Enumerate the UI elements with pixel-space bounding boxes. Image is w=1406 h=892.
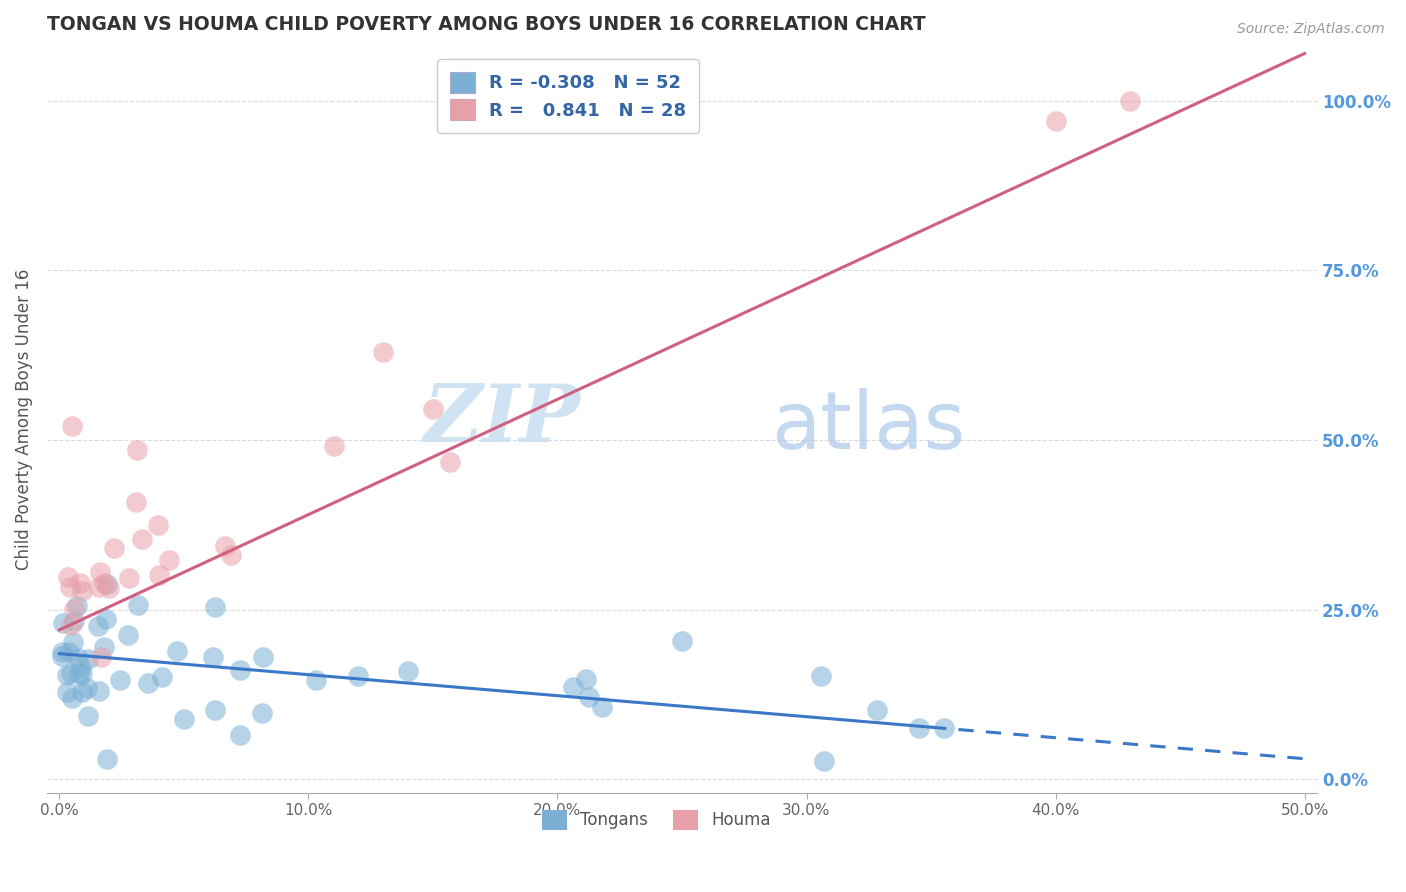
Point <box>591 700 613 714</box>
Point <box>69 575 91 590</box>
Point <box>173 712 195 726</box>
Point <box>52 615 75 630</box>
Point <box>146 518 169 533</box>
Point <box>89 566 111 580</box>
Point <box>77 709 100 723</box>
Point <box>59 581 82 595</box>
Point <box>422 401 444 416</box>
Point <box>305 673 328 687</box>
Point <box>67 650 90 665</box>
Point <box>96 612 118 626</box>
Point <box>866 703 889 717</box>
Point <box>157 553 180 567</box>
Point <box>252 650 274 665</box>
Point <box>76 681 98 696</box>
Point <box>63 602 86 616</box>
Point <box>439 455 461 469</box>
Text: Source: ZipAtlas.com: Source: ZipAtlas.com <box>1237 22 1385 37</box>
Point <box>87 580 110 594</box>
Point <box>76 652 98 666</box>
Point <box>561 680 583 694</box>
Point <box>166 644 188 658</box>
Point <box>70 659 93 673</box>
Text: TONGAN VS HOUMA CHILD POVERTY AMONG BOYS UNDER 16 CORRELATION CHART: TONGAN VS HOUMA CHILD POVERTY AMONG BOYS… <box>46 15 925 34</box>
Point <box>148 568 170 582</box>
Point <box>347 668 370 682</box>
Point <box>219 548 242 562</box>
Point <box>93 640 115 654</box>
Point <box>396 664 419 678</box>
Point <box>89 684 111 698</box>
Point <box>63 614 86 628</box>
Point <box>323 439 346 453</box>
Point <box>62 634 84 648</box>
Point <box>150 670 173 684</box>
Point <box>117 628 139 642</box>
Point <box>60 691 83 706</box>
Point <box>96 752 118 766</box>
Point <box>125 443 148 458</box>
Point <box>932 721 955 735</box>
Point <box>87 619 110 633</box>
Point <box>578 690 600 704</box>
Point <box>51 649 73 664</box>
Point <box>1119 94 1142 108</box>
Point <box>90 650 112 665</box>
Point <box>671 633 693 648</box>
Point <box>58 645 80 659</box>
Point <box>204 600 226 615</box>
Point <box>55 667 77 681</box>
Point <box>813 754 835 768</box>
Point <box>214 540 236 554</box>
Point <box>138 676 160 690</box>
Point <box>97 581 120 595</box>
Point <box>56 569 79 583</box>
Point <box>131 532 153 546</box>
Point <box>60 618 83 632</box>
Text: atlas: atlas <box>770 388 966 467</box>
Point <box>201 650 224 665</box>
Point <box>1045 114 1067 128</box>
Point <box>55 685 77 699</box>
Point <box>127 598 149 612</box>
Point <box>204 703 226 717</box>
Point <box>60 419 83 434</box>
Point <box>103 541 125 555</box>
Point <box>118 571 141 585</box>
Text: ZIP: ZIP <box>423 381 581 458</box>
Legend: Tongans, Houma: Tongans, Houma <box>536 803 778 837</box>
Point <box>70 666 93 681</box>
Point <box>229 728 252 742</box>
Point <box>907 721 929 735</box>
Point <box>575 673 598 687</box>
Point <box>810 669 832 683</box>
Y-axis label: Child Poverty Among Boys Under 16: Child Poverty Among Boys Under 16 <box>15 269 32 570</box>
Point <box>66 599 89 614</box>
Point <box>229 664 252 678</box>
Point <box>250 706 273 720</box>
Point <box>125 495 148 509</box>
Point <box>67 667 90 681</box>
Point <box>93 575 115 590</box>
Point <box>70 584 93 599</box>
Point <box>70 685 93 699</box>
Point <box>59 665 82 680</box>
Point <box>51 645 73 659</box>
Point <box>108 673 131 687</box>
Point <box>371 344 394 359</box>
Point <box>96 577 118 591</box>
